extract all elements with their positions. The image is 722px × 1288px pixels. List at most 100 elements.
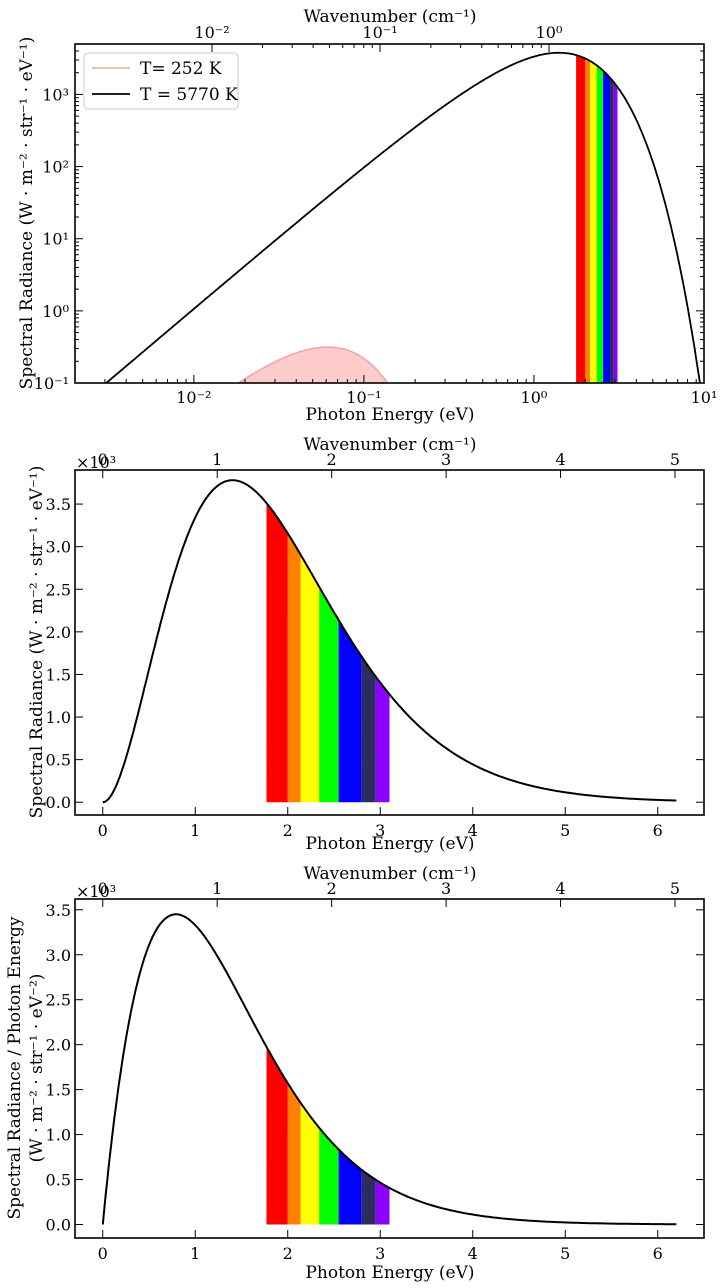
top-tick-label: 5 bbox=[670, 450, 680, 469]
x-tick-label: 2 bbox=[283, 821, 293, 840]
x-tick-label: 5 bbox=[560, 1244, 570, 1263]
panel-3-ticks: 0 1 2 3 4 5 6 0.0 0.5 1.0 1.5 2.0 2.5 3.0 3.5 0 1 2 3 4 5 bbox=[46, 879, 704, 1263]
x-tick-label: 6 bbox=[653, 1244, 663, 1263]
y-tick-label: 0.5 bbox=[46, 751, 71, 770]
y-tick-label: 3.5 bbox=[46, 495, 71, 514]
panel-clipped-group bbox=[102, 479, 677, 804]
top-tick-label: 4 bbox=[555, 879, 565, 898]
hot-curve-line bbox=[104, 51, 701, 383]
top-tick-label: 0 bbox=[98, 879, 108, 898]
y-tick-label: 10⁰ bbox=[42, 302, 69, 321]
visible-band-2 bbox=[287, 1083, 301, 1225]
visible-band-5 bbox=[338, 1149, 362, 1225]
panel-2-ticks: 0 1 2 3 4 5 6 0.0 0.5 1.0 1.5 2.0 2.5 3.0 3.5 0 1 2 3 4 5 bbox=[46, 450, 704, 840]
visible-band-5 bbox=[603, 70, 610, 383]
spectrum-curve-line bbox=[102, 479, 677, 804]
y-tick-label: 1.5 bbox=[46, 1081, 71, 1100]
visible-band-1 bbox=[576, 55, 586, 383]
visible-band-3 bbox=[590, 61, 597, 383]
y-tick-label: 0.5 bbox=[46, 1171, 71, 1190]
top-tick-label: 4 bbox=[555, 450, 565, 469]
y-tick-label: 3.0 bbox=[46, 946, 71, 965]
legend-box bbox=[83, 52, 239, 110]
visible-band-4 bbox=[319, 1127, 339, 1225]
panel-1-ylabel: Spectral Radiance (W · m⁻² · str⁻¹ · eV⁻… bbox=[17, 37, 37, 390]
visible-band-1 bbox=[266, 1046, 288, 1225]
panel-2-plot-area bbox=[102, 479, 677, 804]
panel-1-clipped-group bbox=[104, 51, 701, 383]
top-tick-label: 5 bbox=[670, 879, 680, 898]
y-tick-label: 1.0 bbox=[46, 1126, 71, 1145]
panel-2-xlabel: Photon Energy (eV) bbox=[305, 834, 474, 854]
cold-curve-line bbox=[236, 346, 389, 383]
top-tick-label: 2 bbox=[327, 879, 337, 898]
top-tick-label: 10⁻² bbox=[194, 23, 229, 42]
x-tick-label: 0 bbox=[98, 1244, 108, 1263]
y-tick-label: 2.5 bbox=[46, 580, 71, 599]
y-tick-label: 0.0 bbox=[46, 793, 71, 812]
panel-3-top-axis-label: Wavenumber (cm⁻¹) bbox=[304, 864, 477, 884]
y-tick-label: 2.0 bbox=[46, 1036, 71, 1055]
visible-band-3 bbox=[300, 1102, 320, 1225]
visible-band-6 bbox=[361, 1169, 376, 1225]
x-tick-label: 2 bbox=[283, 1244, 293, 1263]
top-tick-label: 3 bbox=[441, 879, 451, 898]
panel-3-ylabel-line-2: (W · m⁻² · str⁻¹ · eV⁻²) bbox=[27, 974, 47, 1163]
x-tick-label: 6 bbox=[653, 821, 663, 840]
top-tick-label: 2 bbox=[327, 450, 337, 469]
visible-band-4 bbox=[596, 65, 604, 383]
top-tick-label: 3 bbox=[441, 450, 451, 469]
y-tick-label: 10² bbox=[42, 158, 69, 177]
visible-band-1 bbox=[266, 503, 288, 803]
cold-curve-fill bbox=[238, 347, 388, 383]
x-tick-label: 0 bbox=[98, 821, 108, 840]
y-tick-label: 1.0 bbox=[46, 708, 71, 727]
x-tick-label: 3 bbox=[375, 821, 385, 840]
panel-1-plot-area bbox=[104, 51, 701, 383]
panel-1-xlabel: Photon Energy (eV) bbox=[305, 405, 474, 425]
x-tick-label: 10¹ bbox=[691, 388, 718, 407]
y-tick-label: 1.5 bbox=[46, 665, 71, 684]
visible-band-7 bbox=[375, 676, 390, 803]
x-tick-label: 10⁻² bbox=[176, 388, 211, 407]
top-tick-label: 10⁻¹ bbox=[362, 23, 397, 42]
visible-band-6 bbox=[361, 656, 376, 803]
visible-band-6 bbox=[609, 77, 614, 383]
visible-band-2 bbox=[287, 533, 301, 803]
panel-1-top-axis-label: Wavenumber (cm⁻¹) bbox=[304, 7, 477, 27]
y-tick-label: 3.5 bbox=[46, 901, 71, 920]
panel-clipped-group bbox=[101, 913, 677, 1226]
panel-2-linear: 0 1 2 3 4 5 6 0.0 0.5 1.0 1.5 2.0 2.5 3.0 3.5 0 1 2 3 4 5 Wa… bbox=[27, 435, 705, 854]
y-tick-label: 10¹ bbox=[42, 230, 69, 249]
legend-entry-hot: T = 5770 K bbox=[140, 85, 238, 105]
panel-3-xlabel: Photon Energy (eV) bbox=[305, 1263, 474, 1283]
x-tick-label: 4 bbox=[468, 1244, 478, 1263]
y-tick-label: 3.0 bbox=[46, 538, 71, 557]
x-tick-label: 1 bbox=[190, 821, 200, 840]
x-tick-label: 3 bbox=[375, 1244, 385, 1263]
visible-band-2 bbox=[585, 58, 591, 383]
y-tick-label: 10⁻¹ bbox=[34, 374, 69, 393]
panel-1-ticks: 10⁻² 10⁻¹ 10⁰ 10¹ 10⁻¹ 10⁰ 10¹ 10² 10³ 10⁻² 10⁻¹ 10… bbox=[34, 23, 718, 407]
visible-band-7 bbox=[613, 82, 618, 383]
visible-band-4 bbox=[319, 586, 339, 803]
y-tick-label: 2.0 bbox=[46, 623, 71, 642]
panel-3-linear: 0 1 2 3 4 5 6 0.0 0.5 1.0 1.5 2.0 2.5 3.0 3.5 0 1 2 3 4 5 Wa… bbox=[5, 864, 705, 1283]
panel-1-frame bbox=[74, 43, 705, 384]
panel-1-loglog: 10⁻² 10⁻¹ 10⁰ 10¹ 10⁻¹ 10⁰ 10¹ 10² 10³ 10⁻² 10⁻¹ 10… bbox=[17, 7, 718, 425]
panel-2-top-axis-label: Wavenumber (cm⁻¹) bbox=[304, 435, 477, 455]
y-tick-label: 2.5 bbox=[46, 991, 71, 1010]
panel-3-ylabel-line-1: Spectral Radiance / Photon Energy bbox=[5, 916, 25, 1219]
panel-2-multiplier: ×10³ bbox=[76, 453, 116, 472]
y-tick-label: 10³ bbox=[42, 85, 69, 104]
panel-3-multiplier: ×10³ bbox=[76, 882, 116, 901]
panel-2-ylabel: Spectral Radiance (W · m⁻² · str⁻¹ · eV⁻… bbox=[27, 466, 47, 819]
top-tick-label: 1 bbox=[212, 879, 222, 898]
top-tick-label: 1 bbox=[212, 450, 222, 469]
panel-2-frame bbox=[74, 469, 705, 816]
x-tick-label: 10⁰ bbox=[521, 388, 548, 407]
x-tick-label: 10⁻¹ bbox=[346, 388, 381, 407]
visible-band-3 bbox=[300, 554, 320, 803]
x-tick-label: 1 bbox=[190, 1244, 200, 1263]
top-tick-label: 10⁰ bbox=[536, 23, 563, 42]
